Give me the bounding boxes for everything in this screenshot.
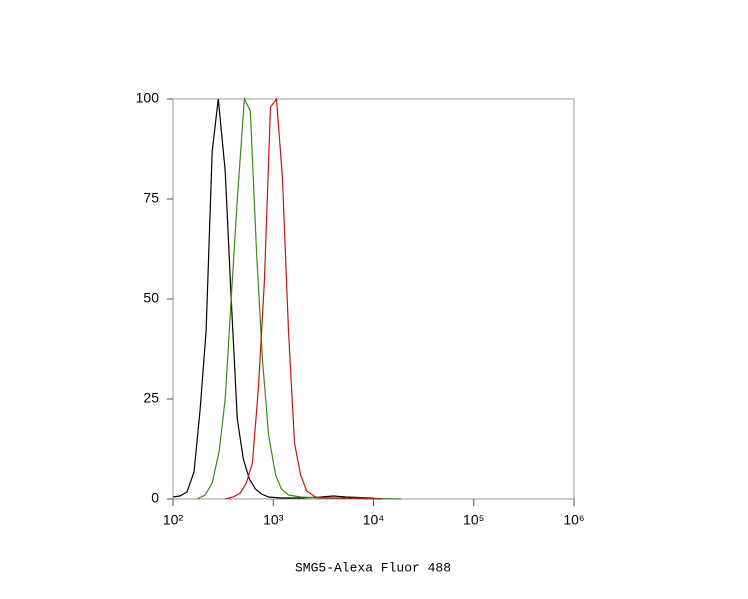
x-tick-label: 10⁴	[363, 512, 385, 528]
histogram-line	[172, 98, 381, 500]
x-tick-label: 10²	[163, 512, 184, 528]
histogram-line	[196, 96, 402, 500]
y-tick-label: 25	[143, 390, 159, 406]
x-tick-label: 10⁵	[463, 512, 484, 528]
y-tick-label: 0	[151, 490, 159, 506]
plot-frame	[172, 98, 575, 500]
y-tick-label: 100	[136, 90, 160, 106]
histogram-line	[225, 97, 381, 500]
x-axis-label: SMG5-Alexa Fluor 488	[295, 560, 451, 575]
y-tick-label: 50	[143, 290, 159, 306]
x-tick-label: 10⁶	[563, 512, 584, 528]
y-tick-label: 75	[143, 190, 159, 206]
x-tick-label: 10³	[263, 512, 284, 528]
